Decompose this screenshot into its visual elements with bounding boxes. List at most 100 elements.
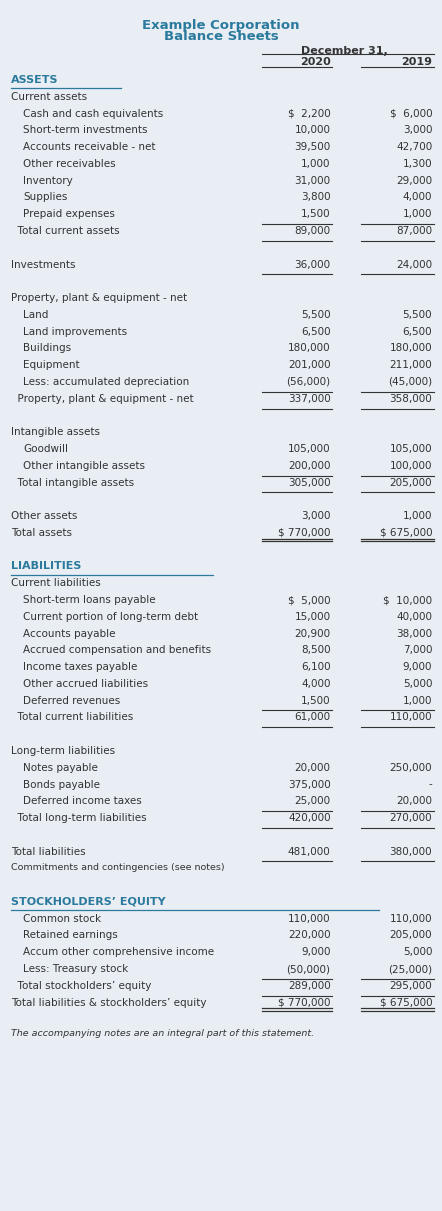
Text: Short-term loans payable: Short-term loans payable [23,595,156,606]
Text: 211,000: 211,000 [389,360,432,371]
Text: 3,000: 3,000 [301,511,331,521]
Text: Total liabilities: Total liabilities [11,846,86,856]
Text: Land: Land [23,310,49,320]
Text: (50,000): (50,000) [286,964,331,974]
Text: 5,500: 5,500 [403,310,432,320]
Text: 289,000: 289,000 [288,981,331,991]
Text: 31,000: 31,000 [294,176,331,185]
Text: 5,000: 5,000 [403,947,432,957]
Text: 20,000: 20,000 [295,763,331,773]
Text: Less: Treasury stock: Less: Treasury stock [23,964,129,974]
Text: 250,000: 250,000 [390,763,432,773]
Text: Total current assets: Total current assets [11,226,120,236]
Text: Common stock: Common stock [23,914,102,924]
Text: Cash and cash equivalents: Cash and cash equivalents [23,109,164,119]
Text: 110,000: 110,000 [390,914,432,924]
Text: Income taxes payable: Income taxes payable [23,662,138,672]
Text: 6,500: 6,500 [403,327,432,337]
Text: $  6,000: $ 6,000 [390,109,432,119]
Text: -: - [429,780,432,790]
Text: (45,000): (45,000) [388,377,432,388]
Text: Deferred revenues: Deferred revenues [23,695,121,706]
Text: 15,000: 15,000 [294,612,331,621]
Text: 1,000: 1,000 [403,695,432,706]
Text: Property, plant & equipment - net: Property, plant & equipment - net [11,293,187,303]
Text: 24,000: 24,000 [396,259,432,270]
Text: 4,000: 4,000 [403,193,432,202]
Text: STOCKHOLDERS’ EQUITY: STOCKHOLDERS’ EQUITY [11,897,166,907]
Text: Total stockholders’ equity: Total stockholders’ equity [11,981,152,991]
Text: ASSETS: ASSETS [11,75,58,85]
Text: $ 770,000: $ 770,000 [278,528,331,538]
Text: Prepaid expenses: Prepaid expenses [23,210,115,219]
Text: Notes payable: Notes payable [23,763,98,773]
Text: 105,000: 105,000 [390,444,432,454]
Text: 9,000: 9,000 [403,662,432,672]
Text: 100,000: 100,000 [390,461,432,471]
Text: Long-term liabilities: Long-term liabilities [11,746,115,756]
Text: 305,000: 305,000 [288,477,331,488]
Text: 270,000: 270,000 [390,813,432,823]
Text: $  2,200: $ 2,200 [288,109,331,119]
Text: Accrued compensation and benefits: Accrued compensation and benefits [23,645,212,655]
Text: 4,000: 4,000 [301,679,331,689]
Text: Land improvements: Land improvements [23,327,128,337]
Text: 6,100: 6,100 [301,662,331,672]
Text: Balance Sheets: Balance Sheets [164,30,278,44]
Text: Intangible assets: Intangible assets [11,427,100,437]
Text: 220,000: 220,000 [288,930,331,941]
Text: Current portion of long-term debt: Current portion of long-term debt [23,612,198,621]
Text: 375,000: 375,000 [288,780,331,790]
Text: 1,500: 1,500 [301,210,331,219]
Text: December 31,: December 31, [301,46,388,56]
Text: 337,000: 337,000 [288,394,331,403]
Text: 358,000: 358,000 [389,394,432,403]
Text: Total liabilities & stockholders’ equity: Total liabilities & stockholders’ equity [11,998,206,1008]
Text: Goodwill: Goodwill [23,444,69,454]
Text: Total intangible assets: Total intangible assets [11,477,134,488]
Text: 420,000: 420,000 [288,813,331,823]
Text: 20,000: 20,000 [396,797,432,807]
Text: Other receivables: Other receivables [23,159,116,170]
Text: 39,500: 39,500 [294,142,331,153]
Text: Commitments and contingencies (see notes): Commitments and contingencies (see notes… [11,863,225,872]
Text: $ 770,000: $ 770,000 [278,998,331,1008]
Text: 3,800: 3,800 [301,193,331,202]
Text: 180,000: 180,000 [288,344,331,354]
Text: 25,000: 25,000 [294,797,331,807]
Text: The accompanying notes are an integral part of this statement.: The accompanying notes are an integral p… [11,1029,314,1038]
Text: Total current liabilities: Total current liabilities [11,712,133,723]
Text: LIABILITIES: LIABILITIES [11,562,81,572]
Text: 5,500: 5,500 [301,310,331,320]
Text: 200,000: 200,000 [288,461,331,471]
Text: Property, plant & equipment - net: Property, plant & equipment - net [11,394,194,403]
Text: $ 675,000: $ 675,000 [380,998,432,1008]
Text: Accounts payable: Accounts payable [23,629,116,638]
Text: 110,000: 110,000 [288,914,331,924]
Text: Other assets: Other assets [11,511,77,521]
Text: Current liabilities: Current liabilities [11,579,101,589]
Text: 89,000: 89,000 [294,226,331,236]
Text: Accum other comprehensive income: Accum other comprehensive income [23,947,214,957]
Text: 6,500: 6,500 [301,327,331,337]
Text: 3,000: 3,000 [403,126,432,136]
Text: Total assets: Total assets [11,528,72,538]
Text: 205,000: 205,000 [390,930,432,941]
Text: 42,700: 42,700 [396,142,432,153]
Text: 1,300: 1,300 [403,159,432,170]
Text: 205,000: 205,000 [390,477,432,488]
Text: (56,000): (56,000) [286,377,331,388]
Text: 38,000: 38,000 [396,629,432,638]
Text: Other accrued liabilities: Other accrued liabilities [23,679,149,689]
Text: Less: accumulated depreciation: Less: accumulated depreciation [23,377,190,388]
Text: Bonds payable: Bonds payable [23,780,100,790]
Text: 29,000: 29,000 [396,176,432,185]
Text: Deferred income taxes: Deferred income taxes [23,797,142,807]
Text: 10,000: 10,000 [295,126,331,136]
Text: Retained earnings: Retained earnings [23,930,118,941]
Text: 87,000: 87,000 [396,226,432,236]
Text: 380,000: 380,000 [390,846,432,856]
Text: 295,000: 295,000 [389,981,432,991]
Text: 180,000: 180,000 [390,344,432,354]
Text: 2019: 2019 [401,57,432,67]
